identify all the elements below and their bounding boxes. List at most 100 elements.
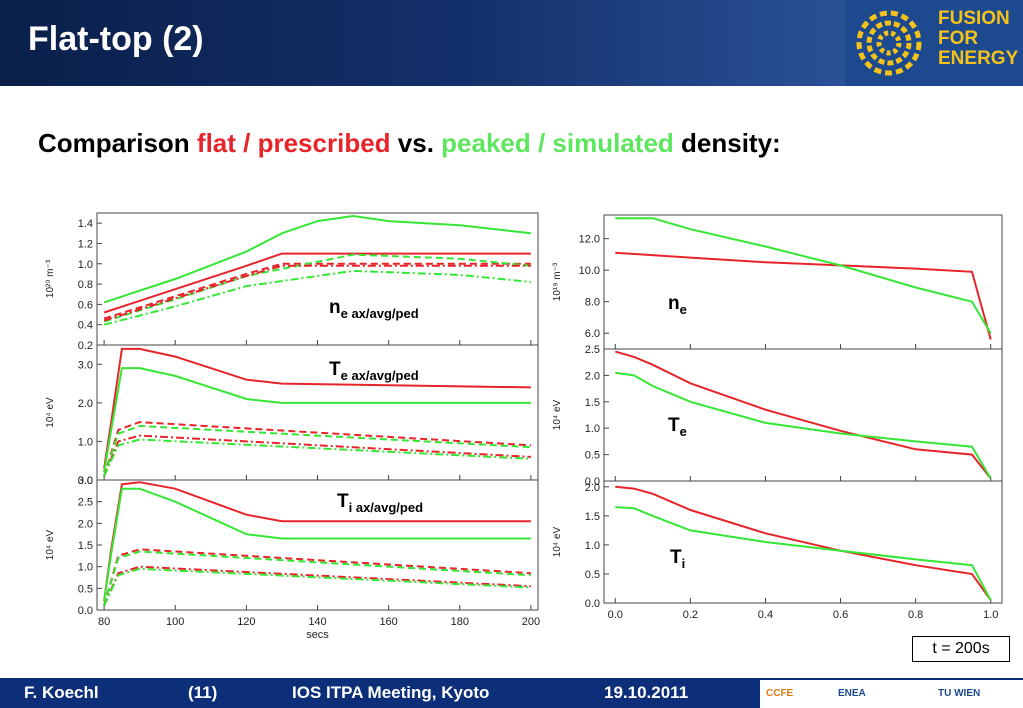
ccfe-logo: CCFE	[766, 688, 794, 699]
x-tick-label: 0.4	[758, 609, 773, 621]
panel-label: ne	[668, 293, 687, 317]
y-tick-label: 0.5	[78, 583, 93, 595]
series-line	[103, 367, 531, 473]
tu-wien-logo: TU WIEN	[938, 688, 981, 699]
peaked-simulated-label: peaked / simulated	[441, 128, 674, 158]
y-tick-label: 10.0	[579, 265, 600, 277]
time-badge: t = 200s	[912, 636, 1010, 662]
panel-label: Ti ax/avg/ped	[337, 491, 423, 515]
series-line	[103, 550, 531, 606]
x-tick-label: 160	[379, 616, 397, 628]
series-line	[103, 567, 531, 607]
y-tick-label: 0.0	[585, 476, 600, 488]
panel-label: Te ax/avg/ped	[329, 359, 419, 383]
series-line	[615, 350, 992, 480]
y-tick-label: 1.0	[78, 259, 93, 271]
y-tick-label: 0.6	[78, 299, 93, 311]
y-tick-label: 1.0	[585, 540, 600, 552]
sponsor-logos: CCFE ENEA TU WIEN	[760, 680, 1023, 708]
footer-date: 19.10.2011	[604, 683, 689, 702]
y-unit-label: 10¹⁹ m⁻³	[552, 262, 563, 301]
y-tick-label: 2.0	[78, 518, 93, 530]
y-tick-label: 2.0	[585, 482, 600, 494]
y-tick-label: 1.0	[585, 423, 600, 435]
y-tick-label: 0.0	[585, 598, 600, 610]
flat-prescribed-label: flat / prescribed	[196, 128, 391, 158]
y-tick-label: 8.0	[585, 297, 600, 309]
series-line	[615, 217, 992, 334]
enea-logo: ENEA	[838, 688, 866, 699]
series-line	[103, 262, 531, 320]
y-tick-label: 1.5	[78, 540, 93, 552]
radial-profiles-chart: 6.0 8.0 10.0 12.0 10¹⁹ m⁻³ ne 0.0 0.5 1.0 1.5 2.0 2…	[552, 214, 1003, 621]
footer-meeting: IOS ITPA Meeting, Kyoto	[292, 683, 490, 702]
footer-author: F. Koechl	[24, 683, 99, 702]
time-traces-chart: 0.2 0.4 0.6 0.8 1.0 1.2 1.4 10²⁰ m⁻³ ne ax/avg/p…	[45, 212, 540, 641]
fusion-for-energy-logo: FUSION FOR ENERGY	[845, 0, 1023, 86]
y-tick-label: 1.0	[78, 436, 93, 448]
y-unit-label: 10⁴ eV	[552, 526, 563, 557]
y-tick-label: 2.0	[585, 370, 600, 382]
series-line	[103, 252, 531, 314]
y-tick-label: 0.4	[78, 320, 93, 332]
plot-frame	[603, 348, 1003, 482]
x-axis-label: secs	[306, 629, 329, 641]
y-tick-label: 1.0	[78, 562, 93, 574]
footer-page: (11)	[188, 683, 218, 702]
y-tick-label: 12.0	[579, 234, 600, 246]
x-tick-label: 0.2	[683, 609, 698, 621]
panel-label: Te	[668, 415, 687, 439]
y-tick-label: 1.5	[585, 397, 600, 409]
y-tick-label: 3.0	[78, 475, 93, 487]
slide-subtitle: Comparison flat / prescribed vs. peaked …	[38, 128, 781, 158]
y-tick-label: 0.5	[585, 569, 600, 581]
fusion-emblem-icon	[856, 10, 922, 76]
panel-label: Ti	[670, 547, 685, 571]
x-tick-label: 120	[237, 616, 255, 628]
y-tick-label: 6.0	[585, 328, 600, 340]
plot-frame	[96, 479, 539, 611]
x-tick-label: 200	[522, 616, 540, 628]
x-tick-label: 0.0	[608, 609, 623, 621]
y-tick-label: 2.0	[78, 398, 93, 410]
panel-label: ne ax/avg/ped	[329, 297, 419, 321]
y-tick-label: 1.5	[585, 511, 600, 523]
plot-frame	[603, 214, 1003, 350]
series-line	[103, 487, 531, 602]
x-tick-label: 100	[166, 616, 184, 628]
y-tick-label: 2.5	[78, 497, 93, 509]
plot-frame	[96, 344, 539, 481]
series-line	[103, 424, 531, 477]
x-tick-label: 180	[451, 616, 469, 628]
y-tick-label: 0.8	[78, 279, 93, 291]
series-line	[615, 506, 992, 601]
y-tick-label: 0.0	[78, 475, 93, 487]
y-unit-label: 10⁴ eV	[45, 529, 56, 560]
slide-title: Flat-top (2)	[28, 20, 204, 58]
x-tick-label: 140	[308, 616, 326, 628]
logo-text: FUSION FOR ENERGY	[938, 8, 1019, 69]
series-line	[103, 264, 531, 322]
y-unit-label: 10²⁰ m⁻³	[45, 259, 56, 298]
x-tick-label: 0.8	[908, 609, 923, 621]
title-bar: Flat-top (2)	[0, 0, 845, 86]
x-tick-label: 1.0	[983, 609, 998, 621]
y-unit-label: 10⁴ eV	[45, 397, 56, 428]
series-line	[615, 371, 992, 479]
series-line	[103, 347, 531, 469]
y-tick-label: 1.2	[78, 238, 93, 250]
y-tick-label: 2.5	[585, 344, 600, 356]
x-tick-label: 0.6	[833, 609, 848, 621]
y-tick-label: 0.5	[585, 450, 600, 462]
y-tick-label: 3.0	[78, 359, 93, 371]
y-tick-label: 0.2	[78, 340, 93, 352]
plot-frame	[96, 212, 539, 346]
y-tick-label: 0.0	[78, 605, 93, 617]
y-tick-label: 1.4	[78, 218, 93, 230]
series-line	[103, 438, 531, 477]
series-line	[103, 269, 531, 326]
y-unit-label: 10⁴ eV	[552, 399, 563, 430]
series-line	[615, 485, 992, 601]
x-tick-label: 80	[98, 616, 110, 628]
series-line	[103, 214, 532, 304]
